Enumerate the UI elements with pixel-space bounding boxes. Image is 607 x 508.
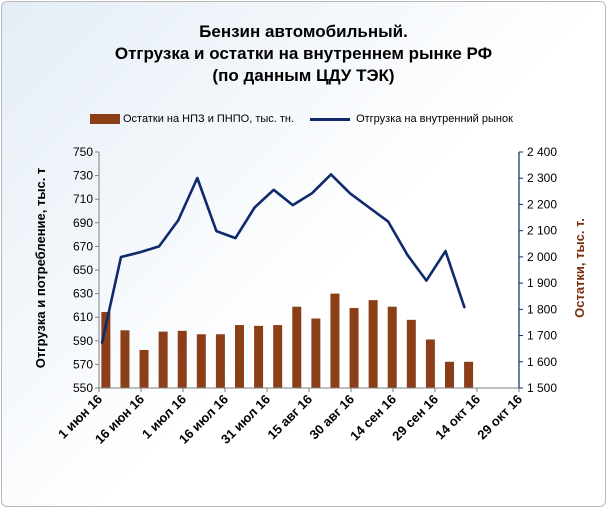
chart-title: Бензин автомобильный. Отгрузка и остатки… bbox=[0, 21, 607, 87]
y-right-tick-3: 1 700 bbox=[527, 329, 557, 343]
y-right-tick-9: 2 300 bbox=[527, 171, 557, 185]
line-point-18 bbox=[425, 279, 428, 282]
line-point-12 bbox=[311, 192, 313, 195]
y-right-tick-7: 2 100 bbox=[527, 224, 557, 238]
y-right-tick-2: 1 600 bbox=[527, 355, 557, 369]
line-point-1 bbox=[101, 342, 103, 344]
title-line-3: (по данным ЦДУ ТЭК) bbox=[212, 66, 395, 85]
y-left-tick-730: 730 bbox=[73, 169, 93, 183]
y-right-tick-5: 1 900 bbox=[527, 276, 557, 290]
line-point-5 bbox=[177, 219, 180, 222]
y-right-tick-8: 2 200 bbox=[527, 197, 557, 211]
line-point-10 bbox=[272, 188, 275, 191]
line-point-20 bbox=[463, 306, 466, 309]
bar-8 bbox=[235, 325, 244, 388]
y-left-tick-610: 610 bbox=[73, 310, 93, 324]
legend-swatch-bar bbox=[90, 114, 120, 124]
bar-19 bbox=[445, 361, 454, 388]
line-point-7 bbox=[215, 230, 218, 232]
y-left-tick-630: 630 bbox=[73, 287, 93, 301]
bar-11 bbox=[292, 306, 302, 388]
bar-7 bbox=[215, 334, 225, 388]
bar-4 bbox=[158, 331, 168, 388]
y-right-tick-1: 1 500 bbox=[527, 381, 557, 395]
y-left-tick-710: 710 bbox=[73, 192, 93, 206]
bar-2 bbox=[120, 330, 130, 388]
bar-series-group bbox=[101, 293, 474, 388]
x-tick-9: 29 сен 16 bbox=[389, 392, 441, 444]
line-point-4 bbox=[158, 245, 160, 248]
line-series-group bbox=[100, 173, 466, 344]
line-point-3 bbox=[139, 251, 141, 254]
bar-10 bbox=[273, 325, 283, 388]
bar-12 bbox=[311, 318, 321, 388]
y-right-tick-6: 2 000 bbox=[527, 250, 557, 264]
y-axis-right-label: Остатки, тыс. т. bbox=[572, 218, 587, 318]
y-left-tick-650: 650 bbox=[73, 263, 93, 277]
bar-1 bbox=[101, 311, 111, 388]
title-line-1: Бензин автомобильный. bbox=[199, 22, 408, 41]
ticks-group: 550 570 590 610 630 650 670 690 710 730 750 1 500 1 … bbox=[55, 145, 557, 447]
x-tick-11: 29 окт 16 bbox=[474, 392, 525, 443]
bar-9 bbox=[254, 325, 264, 388]
line-point-14 bbox=[349, 192, 351, 195]
line-point-6 bbox=[196, 177, 199, 179]
y-right-tick-10: 2 400 bbox=[527, 145, 557, 159]
title-line-2: Отгрузка и остатки на внутреннем рынке Р… bbox=[114, 44, 493, 63]
bar-15 bbox=[368, 300, 378, 388]
bar-18 bbox=[425, 339, 435, 388]
bar-14 bbox=[349, 308, 359, 388]
y-left-tick-670: 670 bbox=[73, 239, 93, 253]
line-shipments bbox=[100, 173, 466, 344]
y-right-tick-4: 1 800 bbox=[527, 302, 557, 316]
legend-swatch-line bbox=[310, 117, 351, 121]
bar-3 bbox=[139, 349, 149, 388]
legend-item-shipments: Отгрузка на внутренний рынок bbox=[310, 113, 513, 125]
line-point-2 bbox=[120, 256, 122, 258]
line-point-11 bbox=[291, 204, 294, 206]
line-point-8 bbox=[234, 237, 237, 239]
line-point-16 bbox=[387, 220, 390, 223]
line-point-13 bbox=[330, 173, 332, 176]
legend-label-stocks: Остатки на НПЗ и ПНПО, тыс. тн. bbox=[123, 113, 295, 125]
line-point-17 bbox=[406, 253, 409, 256]
legend-label-shipments: Отгрузка на внутренний рынок bbox=[356, 113, 513, 125]
bar-13 bbox=[330, 293, 340, 388]
line-point-15 bbox=[368, 206, 370, 209]
legend-item-stocks: Остатки на НПЗ и ПНПО, тыс. тн. bbox=[90, 113, 294, 125]
bar-6 bbox=[196, 334, 206, 388]
y-left-tick-750: 750 bbox=[73, 145, 93, 159]
y-left-tick-550: 550 bbox=[73, 381, 93, 395]
y-left-tick-690: 690 bbox=[73, 216, 93, 230]
bar-20 bbox=[464, 361, 474, 388]
chart-legend: Остатки на НПЗ и ПНПО, тыс. тн. Отгрузка… bbox=[90, 110, 529, 128]
bar-5 bbox=[177, 330, 187, 388]
line-point-19 bbox=[444, 250, 447, 252]
bar-17 bbox=[406, 319, 416, 388]
x-tick-6: 15 авг 16 bbox=[264, 392, 315, 443]
x-tick-10: 14 окт 16 bbox=[432, 392, 483, 443]
y-axis-left-label: Отгрузка и потребление, тыс. т bbox=[33, 168, 48, 369]
line-point-9 bbox=[253, 206, 256, 209]
bar-16 bbox=[387, 306, 397, 388]
y-left-tick-570: 570 bbox=[73, 357, 93, 371]
y-left-tick-590: 590 bbox=[73, 334, 93, 348]
